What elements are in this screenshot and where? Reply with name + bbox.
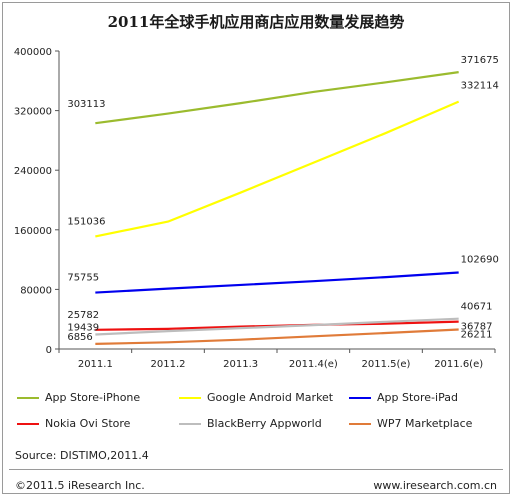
data-label: 303113 xyxy=(67,99,105,110)
copyright-text: ©2011.5 iResearch Inc. xyxy=(15,479,145,492)
website-text: www.iresearch.com.cn xyxy=(373,479,497,492)
data-label: 40671 xyxy=(461,302,493,313)
data-label: 332114 xyxy=(461,81,499,92)
data-label: 75755 xyxy=(67,273,99,284)
legend-item-2: App Store-iPad xyxy=(349,391,458,404)
legend-item-3: Nokia Ovi Store xyxy=(17,417,130,430)
y-tick-label: 0 xyxy=(46,345,52,356)
y-tick-label: 320000 xyxy=(14,107,52,118)
legend-swatch xyxy=(17,397,39,399)
line-chart: 0 80000 160000 240000 320000 400000 2011.1 2011… xyxy=(14,47,499,370)
legend-label: App Store-iPhone xyxy=(45,391,141,404)
series-line-1 xyxy=(95,100,460,238)
data-label: 371675 xyxy=(461,55,499,66)
legend-label: WP7 Marketplace xyxy=(377,417,473,430)
legend-item-5: WP7 Marketplace xyxy=(349,417,472,430)
legend-swatch xyxy=(349,423,371,425)
y-tick-label: 80000 xyxy=(20,285,52,296)
y-tick-label: 160000 xyxy=(14,226,52,237)
series-line-4 xyxy=(95,317,459,336)
data-label: 102690 xyxy=(461,254,499,265)
data-label: 6856 xyxy=(67,332,92,343)
data-label: 151036 xyxy=(67,216,105,227)
chart-title: 2011年全球手机应用商店应用数量发展趋势 xyxy=(107,13,405,31)
legend-label: BlackBerry Appworld xyxy=(207,417,322,430)
x-tick-label: 2011.3 xyxy=(223,359,258,370)
data-label: 26211 xyxy=(461,329,493,340)
x-tick-label: 2011.6(e) xyxy=(434,359,483,370)
footer-divider xyxy=(9,469,503,470)
legend-swatch xyxy=(179,423,201,425)
legend-item-4: BlackBerry Appworld xyxy=(179,417,322,430)
legend-swatch xyxy=(179,397,201,399)
series-line-2 xyxy=(95,271,459,294)
data-label: 19439 xyxy=(67,323,99,334)
legend-label: Nokia Ovi Store xyxy=(45,417,131,430)
legend-swatch xyxy=(17,423,39,425)
series-line-5 xyxy=(95,328,459,345)
data-label: 25782 xyxy=(67,310,99,321)
legend-item-1: Google Android Market xyxy=(179,391,333,404)
y-tick-label: 240000 xyxy=(14,166,52,177)
y-tick-label: 400000 xyxy=(14,47,52,58)
legend-label: Google Android Market xyxy=(207,391,334,404)
legend-swatch xyxy=(349,397,371,399)
x-tick-label: 2011.5(e) xyxy=(362,359,411,370)
x-tick-label: 2011.4(e) xyxy=(289,359,338,370)
legend-item-0: App Store-iPhone xyxy=(17,391,140,404)
x-tick-label: 2011.2 xyxy=(151,359,186,370)
series-line-0 xyxy=(95,71,459,125)
data-label: 36787 xyxy=(461,322,493,333)
source-note: Source: DISTIMO,2011.4 xyxy=(15,449,149,462)
legend-label: App Store-iPad xyxy=(377,391,458,404)
x-tick-label: 2011.1 xyxy=(78,359,113,370)
